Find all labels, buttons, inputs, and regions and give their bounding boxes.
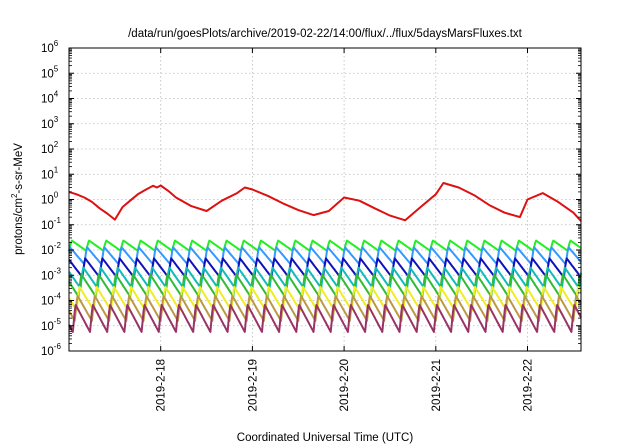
y-tick-label: 100 <box>41 191 59 207</box>
y-axis-title-sup: 2 <box>10 193 19 198</box>
y-axis-title-rest: -s-sr-MeV <box>13 143 25 194</box>
y-tick-label: 106 <box>41 39 59 55</box>
series-line-2 <box>68 239 582 252</box>
y-tick-exponent: -3 <box>54 266 62 275</box>
y-tick-exponent: 5 <box>54 64 59 73</box>
y-tick-exponent: -1 <box>54 216 62 225</box>
y-tick-label: 102 <box>41 140 59 156</box>
chart-title: /data/run/goesPlots/archive/2019-02-22/1… <box>128 28 523 40</box>
y-axis-title: protons/cm2-s-sr-MeV <box>10 143 25 255</box>
y-tick-label: 10-6 <box>41 342 61 358</box>
y-tick-label: 10-2 <box>41 241 61 257</box>
axis-ticks: 10-610-510-410-310-210-11001011021031041… <box>41 39 581 411</box>
y-axis-title-base: protons/cm <box>13 198 25 255</box>
series-line-1 <box>68 182 582 222</box>
series-line-9 <box>68 304 582 333</box>
x-tick-label: 2019-2-21 <box>431 359 443 411</box>
y-tick-base: 10 <box>41 169 54 181</box>
y-tick-exponent: -4 <box>54 292 62 301</box>
series-lines <box>68 182 582 333</box>
y-tick-label: 10-3 <box>41 266 61 282</box>
x-axis-title: Coordinated Universal Time (UTC) <box>237 432 414 444</box>
y-tick-base: 10 <box>41 144 54 156</box>
y-tick-exponent: 4 <box>54 90 59 99</box>
y-tick-base: 10 <box>41 296 54 308</box>
y-tick-label: 104 <box>41 90 59 106</box>
y-tick-exponent: -5 <box>54 317 62 326</box>
y-tick-exponent: 1 <box>54 165 59 174</box>
y-tick-exponent: 3 <box>54 115 59 124</box>
y-tick-label: 103 <box>41 115 59 131</box>
y-tick-exponent: 2 <box>54 140 59 149</box>
y-tick-base: 10 <box>41 43 54 55</box>
series-line-5 <box>68 266 582 290</box>
y-tick-label: 10-5 <box>41 317 61 333</box>
y-tick-label: 10-4 <box>41 292 61 308</box>
y-tick-base: 10 <box>41 68 54 80</box>
y-tick-label: 101 <box>41 165 59 181</box>
y-tick-base: 10 <box>41 94 54 106</box>
y-tick-exponent: 0 <box>54 191 59 200</box>
x-tick-label: 2019-2-22 <box>523 359 535 411</box>
series-line-7 <box>68 285 582 312</box>
y-tick-base: 10 <box>41 195 54 207</box>
y-tick-base: 10 <box>41 321 54 333</box>
y-tick-exponent: -2 <box>54 241 62 250</box>
y-tick-exponent: 6 <box>54 39 59 48</box>
y-tick-base: 10 <box>41 119 54 131</box>
y-tick-exponent: -6 <box>54 342 62 351</box>
x-tick-label: 2019-2-18 <box>156 359 168 411</box>
y-tick-label: 105 <box>41 64 59 80</box>
y-tick-base: 10 <box>41 220 54 232</box>
x-tick-label: 2019-2-19 <box>247 359 259 411</box>
y-tick-base: 10 <box>41 245 54 257</box>
y-tick-label: 10-1 <box>41 216 61 232</box>
y-tick-base: 10 <box>41 346 54 358</box>
y-tick-base: 10 <box>41 270 54 282</box>
series-line-6 <box>68 273 582 298</box>
x-tick-label: 2019-2-20 <box>339 359 351 411</box>
series-line-8 <box>68 294 582 322</box>
